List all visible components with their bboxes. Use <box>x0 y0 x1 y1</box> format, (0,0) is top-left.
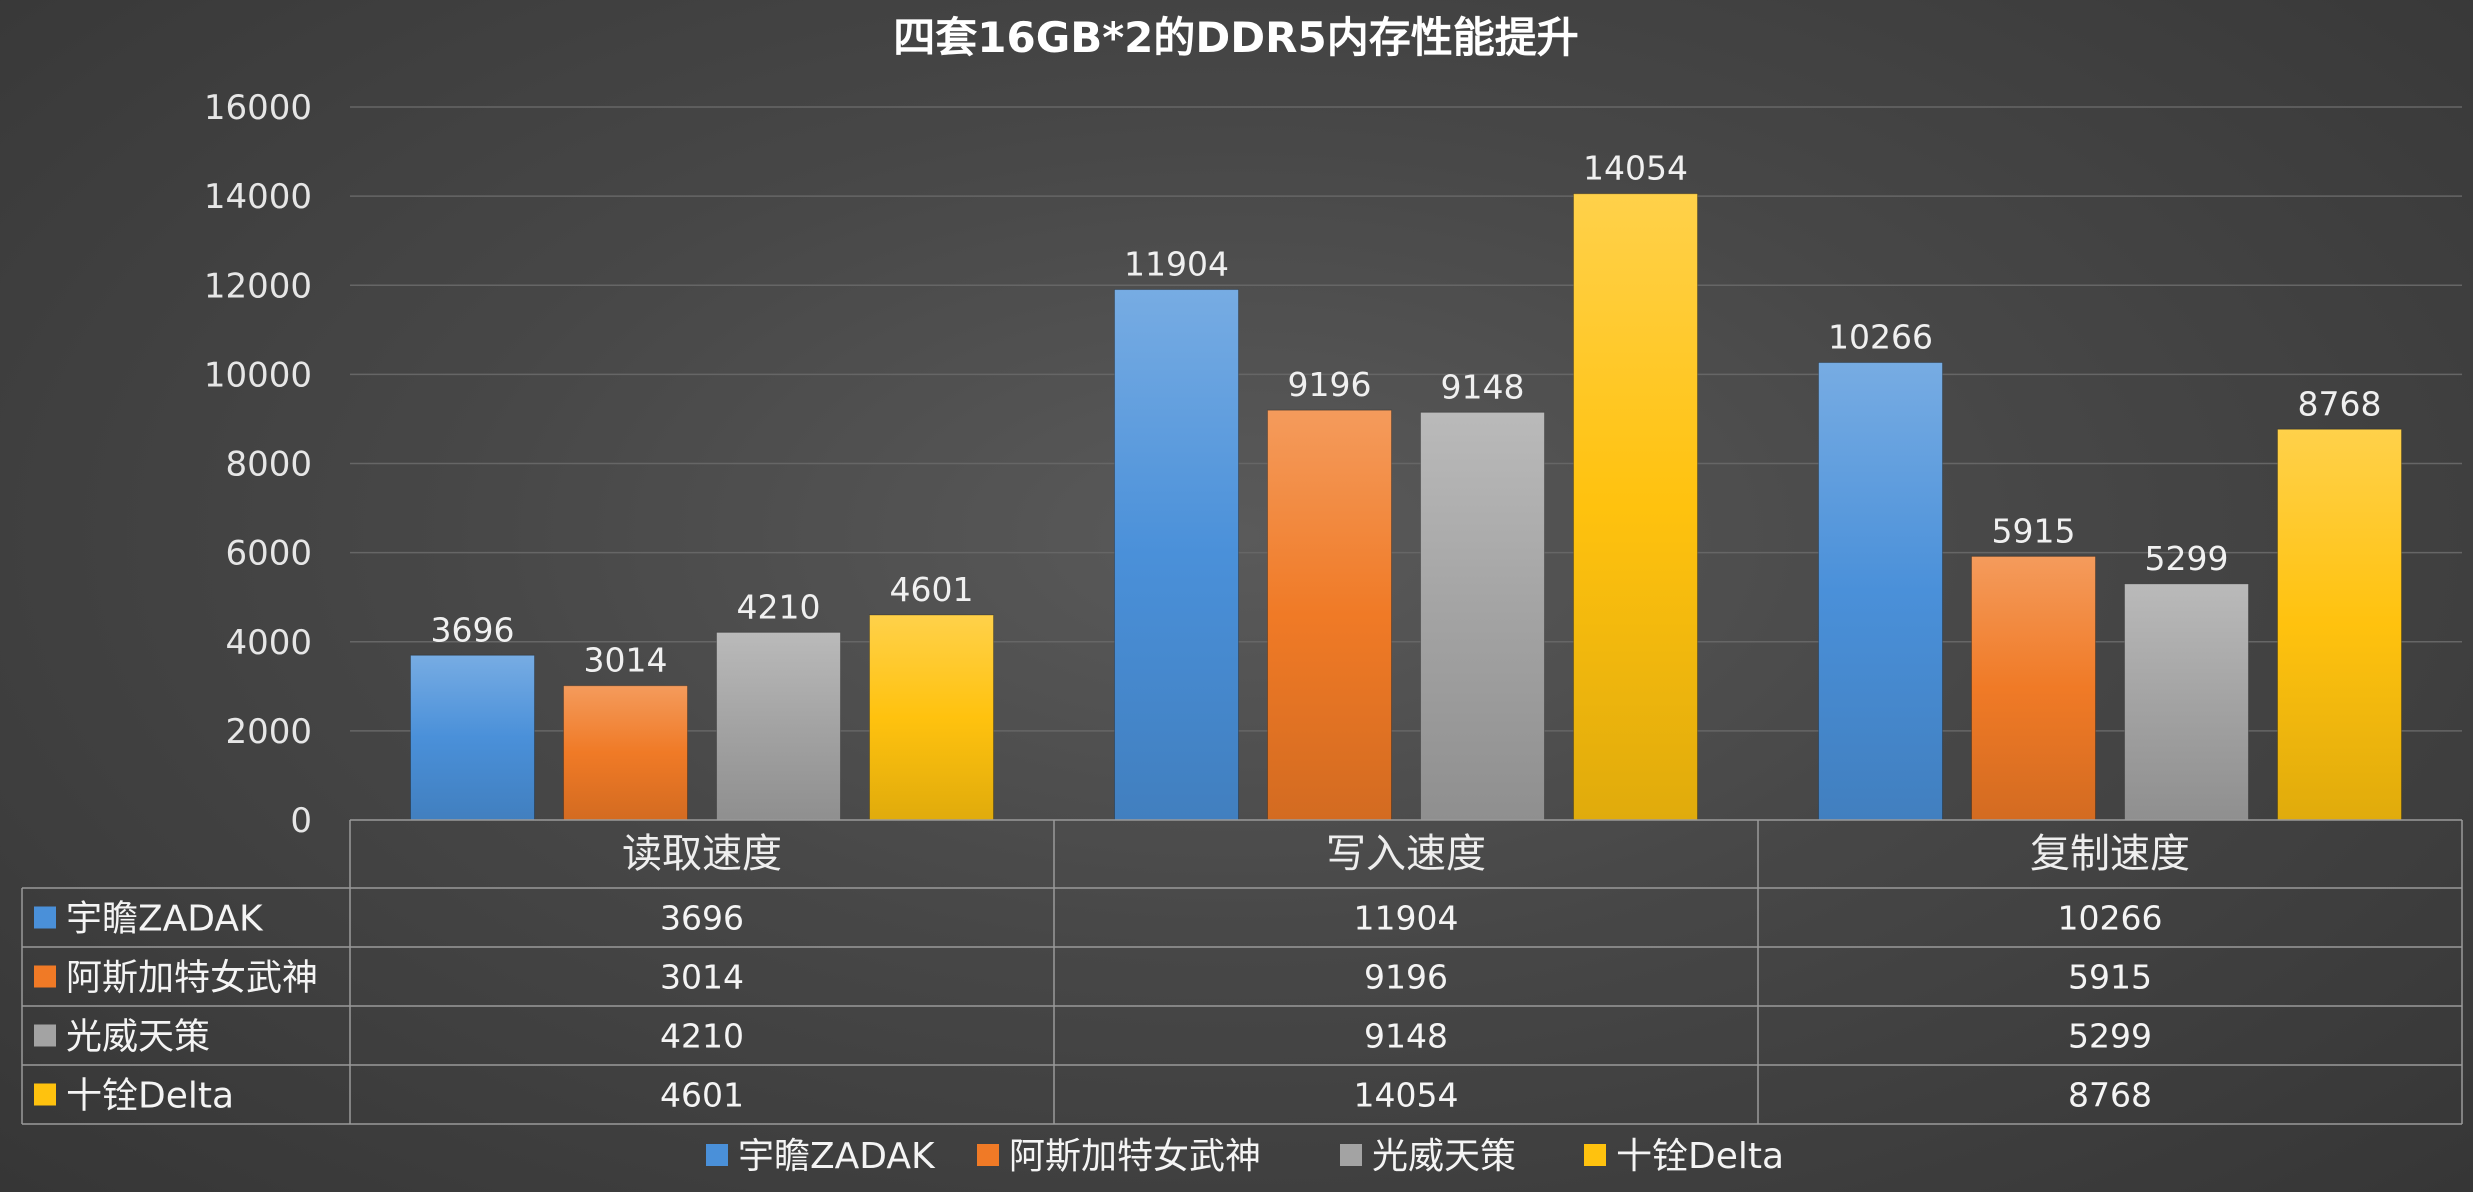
legend-label: 光威天策 <box>1372 1136 1516 1177</box>
series-row-label: 光威天策 <box>66 1017 210 1058</box>
data-label: 14054 <box>1583 149 1688 188</box>
bar <box>1114 289 1239 821</box>
table-cell: 14054 <box>1354 1076 1459 1115</box>
data-label: 9148 <box>1441 367 1525 406</box>
bar <box>2124 583 2249 821</box>
bar <box>1573 193 1698 821</box>
category-label: 复制速度 <box>2030 831 2190 877</box>
table-cell: 11904 <box>1354 899 1459 938</box>
table-cell: 4210 <box>660 1017 744 1056</box>
table-cell: 5299 <box>2068 1017 2152 1056</box>
table-cell: 8768 <box>2068 1076 2152 1115</box>
y-tick-label: 4000 <box>225 623 312 663</box>
bar <box>1971 555 2096 821</box>
bar <box>1267 409 1392 821</box>
legend-label: 十铨Delta <box>1616 1136 1784 1177</box>
data-label: 3014 <box>584 641 668 680</box>
legend-key <box>34 1024 56 1047</box>
table-cell: 3696 <box>660 899 744 938</box>
data-label: 5299 <box>2145 539 2229 578</box>
y-tick-label: 12000 <box>204 266 312 306</box>
bar <box>2277 428 2402 821</box>
data-label: 5915 <box>1992 511 2076 550</box>
data-label: 3696 <box>431 610 515 649</box>
legend-label: 阿斯加特女武神 <box>1009 1136 1261 1177</box>
legend-key <box>34 906 56 929</box>
data-label: 4601 <box>890 570 974 609</box>
data-label: 10266 <box>1828 318 1933 357</box>
chart-title: 四套16GB*2的DDR5内存性能提升 <box>893 13 1578 62</box>
table-cell: 3014 <box>660 958 744 997</box>
table-cell: 9148 <box>1364 1017 1448 1056</box>
data-label: 4210 <box>737 587 821 626</box>
y-tick-label: 14000 <box>204 177 312 217</box>
legend-swatch <box>1340 1144 1362 1166</box>
bar <box>716 631 841 821</box>
table-cell: 9196 <box>1364 958 1448 997</box>
bar <box>869 614 994 821</box>
y-tick-label: 6000 <box>225 534 312 574</box>
data-label: 8768 <box>2298 384 2382 423</box>
series-row-label: 宇瞻ZADAK <box>66 899 264 940</box>
table-cell: 5915 <box>2068 958 2152 997</box>
legend-swatch <box>1584 1144 1606 1166</box>
series-row-label: 十铨Delta <box>66 1076 234 1117</box>
bar <box>410 654 535 821</box>
table-cell: 10266 <box>2058 899 2163 938</box>
y-tick-label: 2000 <box>225 712 312 752</box>
series-row-label: 阿斯加特女武神 <box>66 958 318 999</box>
category-label: 写入速度 <box>1326 831 1486 877</box>
y-tick-label: 16000 <box>204 88 312 128</box>
y-tick-label: 10000 <box>204 355 312 395</box>
bar <box>1818 362 1943 821</box>
category-label: 读取速度 <box>622 831 782 877</box>
bar <box>1420 411 1545 821</box>
data-label: 11904 <box>1124 245 1229 284</box>
legend-swatch <box>706 1144 728 1166</box>
y-tick-label: 8000 <box>225 445 312 485</box>
legend-key <box>34 1083 56 1106</box>
table-cell: 4601 <box>660 1076 744 1115</box>
data-label: 9196 <box>1288 365 1372 404</box>
legend-key <box>34 965 56 988</box>
legend-label: 宇瞻ZADAK <box>738 1136 936 1177</box>
legend-swatch <box>977 1144 999 1166</box>
y-tick-label: 0 <box>290 801 312 841</box>
bar <box>563 685 688 821</box>
